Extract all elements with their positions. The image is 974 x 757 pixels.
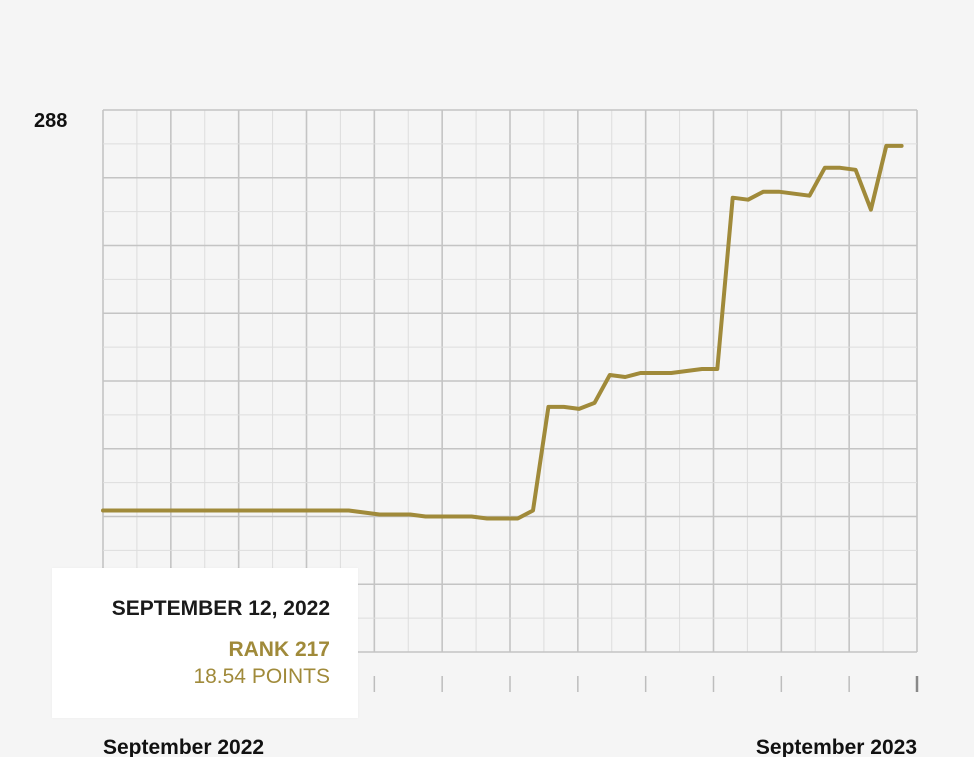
- x-axis-end-label: September 2023: [756, 736, 917, 757]
- x-axis-start-label: September 2022: [103, 736, 264, 757]
- tooltip-date: SEPTEMBER 12, 2022: [111, 597, 330, 620]
- y-axis-top-label: 288: [34, 110, 67, 132]
- tooltip-points: 18.54 POINTS: [193, 665, 330, 688]
- tooltip-rank: RANK 217: [228, 638, 330, 661]
- rank-series-line: [101, 143, 904, 521]
- grid: [102, 109, 918, 653]
- hover-tooltip: SEPTEMBER 12, 2022 RANK 217 18.54 POINTS: [52, 568, 358, 718]
